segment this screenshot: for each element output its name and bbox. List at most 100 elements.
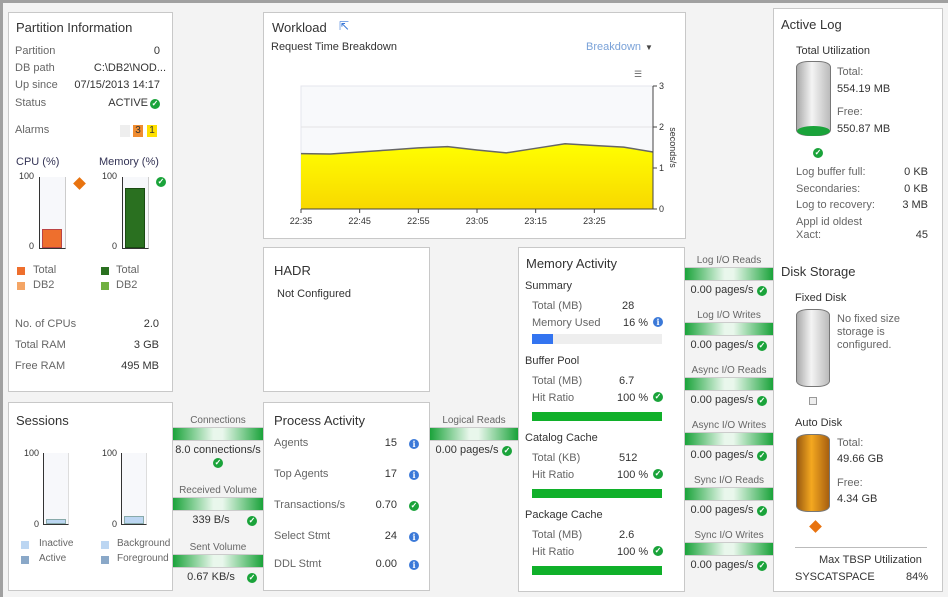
label: No. of CPUs <box>15 318 77 330</box>
log-cylinder <box>796 61 831 136</box>
info-icon[interactable]: i <box>409 470 419 480</box>
label: Total (MB) <box>532 375 583 387</box>
external-link-icon[interactable]: ⇱ <box>339 19 350 33</box>
alarm-badge-none[interactable] <box>120 125 130 137</box>
memory-activity-panel: Memory Activity Summary Total (MB) 28 Me… <box>518 247 685 592</box>
memory-used-bar <box>532 334 662 344</box>
hit-ratio-value: 100 % <box>617 392 649 404</box>
flow-value: 0.00 pages/s <box>690 284 754 296</box>
label: Partition <box>15 45 56 57</box>
legend-label: Total <box>116 264 140 276</box>
ok-icon: ✓ <box>757 286 767 296</box>
axis-max: 100 <box>102 448 118 458</box>
label: Status <box>15 97 47 109</box>
auto-disk-cylinder <box>796 434 830 512</box>
memory-total-bar <box>125 187 145 248</box>
hit-ratio-bar <box>532 489 662 498</box>
label: Up since <box>15 79 58 91</box>
chart-menu-icon[interactable]: ☰ <box>634 69 643 79</box>
label: Total RAM <box>15 339 66 351</box>
hit-ratio-bar <box>532 566 662 575</box>
alarm-badge-warning[interactable]: 1 <box>147 125 157 137</box>
ok-icon: ✓ <box>653 469 663 479</box>
flow-value: 0.00 pages/s <box>690 449 754 461</box>
alarm-badge-critical[interactable]: 3 <box>133 125 143 137</box>
flow-value: 8.0 connections/s <box>175 444 261 456</box>
label: Memory Used <box>532 317 601 329</box>
info-icon[interactable]: i <box>409 560 419 570</box>
legend-swatch <box>101 541 109 549</box>
total-value: 512 <box>619 452 638 464</box>
ok-icon: ✓ <box>156 177 166 187</box>
ok-icon: ✓ <box>150 99 160 109</box>
y-tick-label: 3 <box>659 81 664 91</box>
process-value: 0.70 <box>375 499 397 511</box>
section-title: Disk Storage <box>781 264 856 279</box>
legend-swatch <box>21 556 29 564</box>
flow-value: 0.00 pages/s <box>690 559 754 571</box>
log-stat-value: 3 MB <box>902 199 928 211</box>
workload-panel: Workload ⇱ Request Time Breakdown Breakd… <box>263 12 686 239</box>
y-tick-label: 1 <box>659 163 664 173</box>
edit-icon[interactable] <box>809 397 817 405</box>
ok-icon: ✓ <box>757 396 767 406</box>
legend-swatch <box>101 267 109 275</box>
section-title: Package Cache <box>525 509 603 521</box>
flow-indicator <box>430 427 518 441</box>
panel-title: Partition Information <box>16 20 133 35</box>
flow-value: 0.67 KB/s <box>187 571 235 583</box>
legend-swatch <box>17 267 25 275</box>
x-tick-label: 22:45 <box>348 216 371 226</box>
label: Free: <box>837 477 863 489</box>
legend-swatch <box>101 282 109 290</box>
panel-title: Process Activity <box>274 413 366 428</box>
cpu-title: CPU (%) <box>16 156 60 168</box>
sessions-chart-2 <box>121 453 147 525</box>
ok-icon: ✓ <box>653 546 663 556</box>
x-tick-label: 23:25 <box>583 216 606 226</box>
ok-icon: ✓ <box>757 341 767 351</box>
divider <box>795 547 927 548</box>
x-tick-label: 23:15 <box>524 216 547 226</box>
x-tick-label: 22:35 <box>290 216 313 226</box>
label: Log buffer full: <box>796 166 866 178</box>
flow-label: Sync I/O Writes <box>694 530 764 541</box>
up-since-value: 07/15/2013 14:17 <box>74 79 160 91</box>
axis-min: 0 <box>34 519 40 529</box>
hadr-panel: HADR Not Configured <box>263 247 430 392</box>
series-line <box>300 143 654 155</box>
info-icon[interactable]: i <box>653 317 663 327</box>
total-value: 2.6 <box>619 529 635 541</box>
flow-indicator <box>685 267 773 281</box>
legend-label: Inactive <box>39 538 74 549</box>
label: Agents <box>274 437 309 449</box>
legend-swatch <box>101 556 109 564</box>
process-value: 17 <box>384 468 397 480</box>
free-ram-value: 495 MB <box>121 360 159 372</box>
flow-label: Async I/O Reads <box>691 365 767 376</box>
label: Select Stmt <box>274 530 331 542</box>
log-stat-value: 45 <box>915 228 928 241</box>
fixed-disk-title: Fixed Disk <box>795 292 847 304</box>
fixed-disk-message: No fixed size storage is configured. <box>837 313 900 351</box>
y-axis-label: seconds/s <box>668 127 678 168</box>
flow-label: Logical Reads <box>442 415 506 426</box>
warning-icon <box>73 177 86 190</box>
breakdown-dropdown[interactable]: Breakdown <box>586 41 642 53</box>
info-icon[interactable]: i <box>409 439 419 449</box>
db-path-value: C:\DB2\NOD... <box>93 62 166 74</box>
info-icon[interactable]: i <box>409 532 419 542</box>
legend-label: DB2 <box>33 279 55 291</box>
chevron-down-icon[interactable]: ▼ <box>645 43 653 52</box>
tbsp-name[interactable]: SYSCATSPACE <box>795 571 875 583</box>
flow-label: Received Volume <box>179 485 257 496</box>
legend-swatch <box>17 282 25 290</box>
memory-title: Memory (%) <box>99 156 159 168</box>
cpus-value: 2.0 <box>143 318 159 330</box>
flow-label: Sync I/O Reads <box>693 475 765 486</box>
label: Total (MB) <box>532 300 583 312</box>
sessions-panel: Sessions 100 0 100 0 Inactive Active Bac… <box>8 402 173 591</box>
process-value: 15 <box>384 437 397 449</box>
partition-panel: Partition Information Partition 0 DB pat… <box>8 12 173 392</box>
flow-label: Sent Volume <box>189 542 247 553</box>
